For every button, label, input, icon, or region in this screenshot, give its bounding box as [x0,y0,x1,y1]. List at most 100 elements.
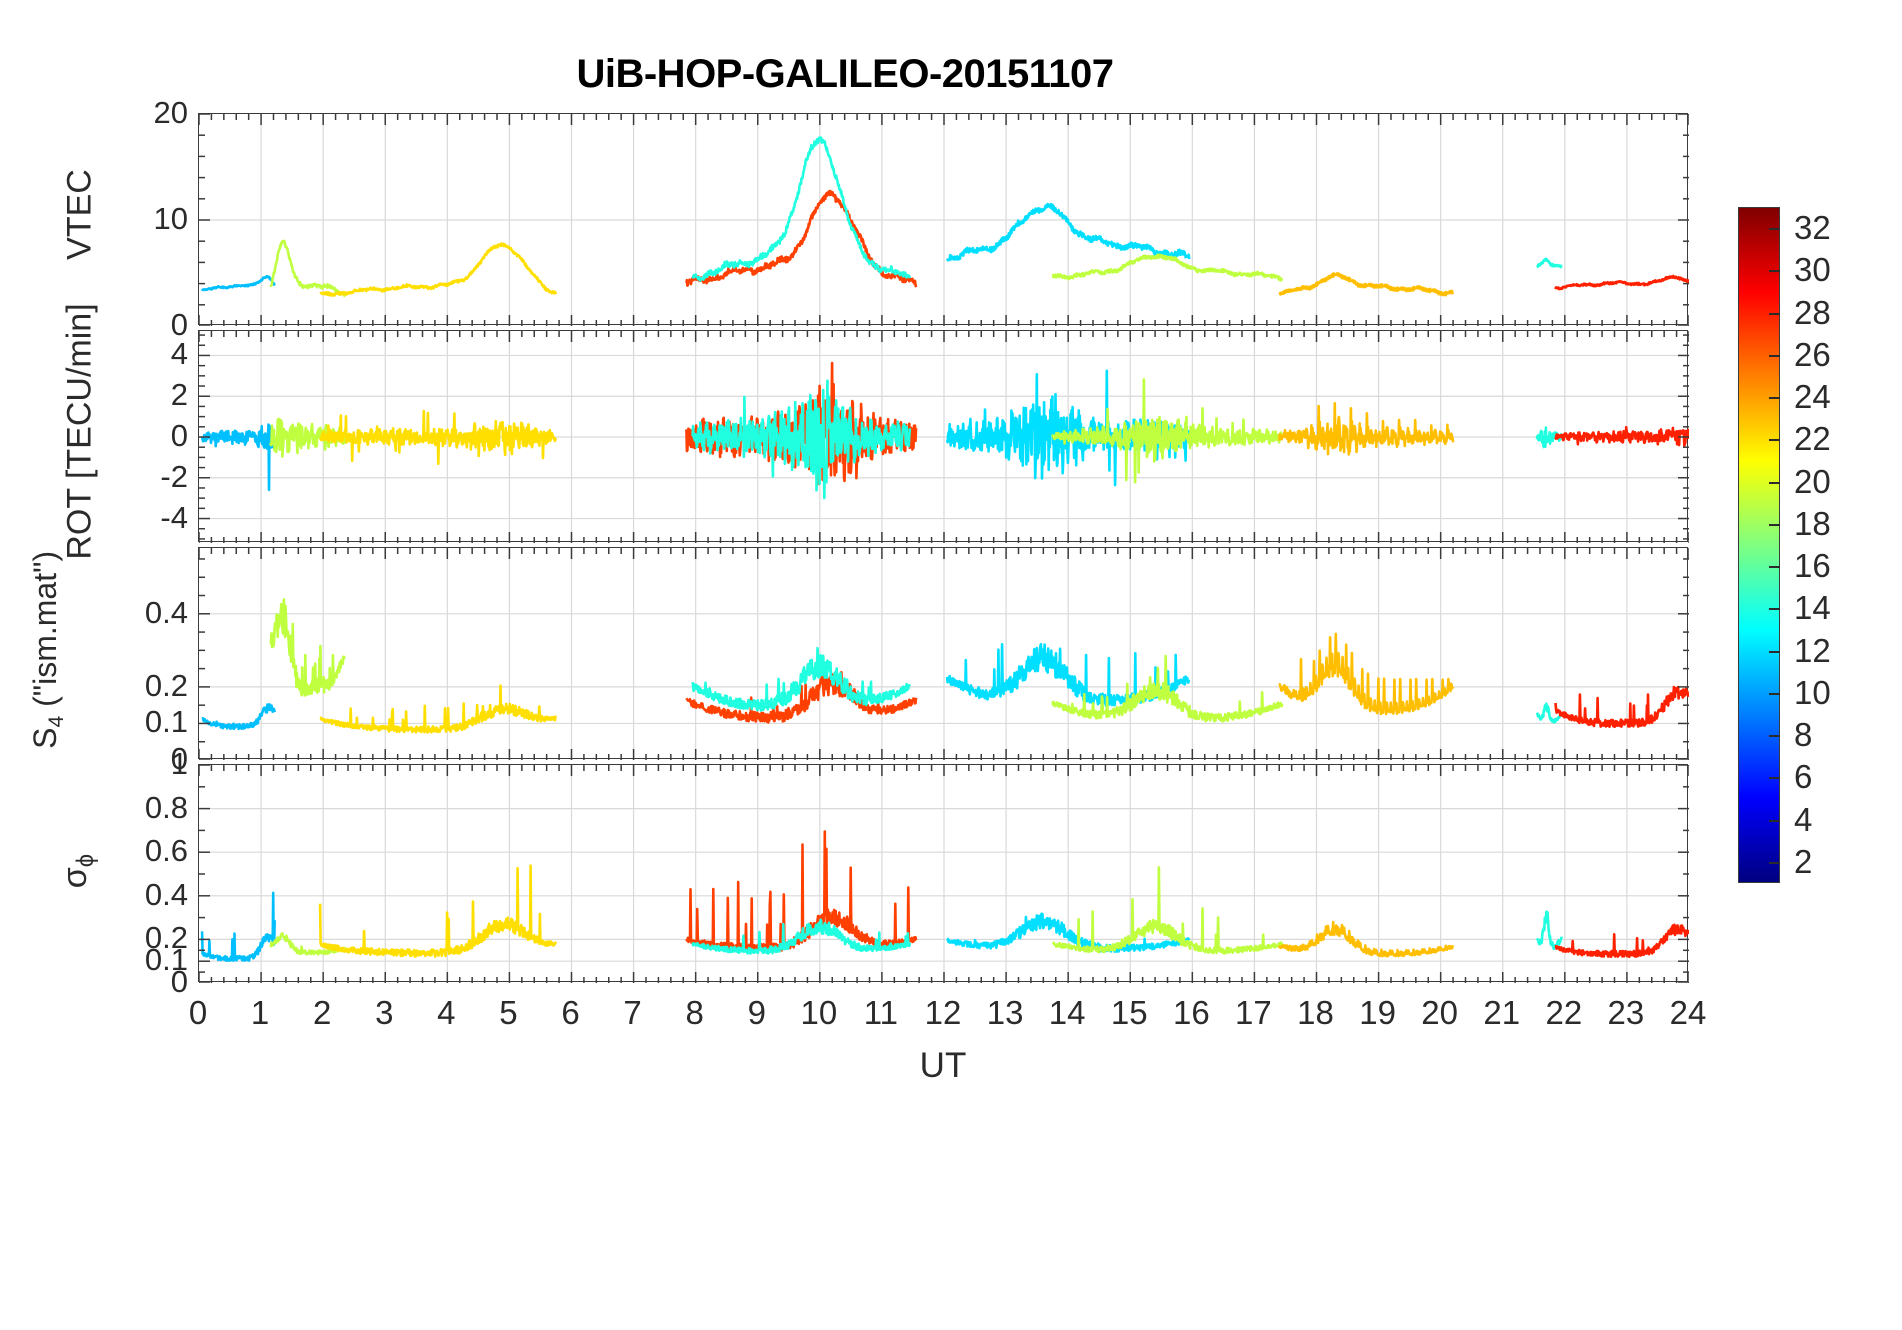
ytick-vtec-10: 10 [153,201,188,236]
colorbar-label-2: 2 [1794,842,1813,880]
ytick-rot-4: 4 [170,336,188,372]
series-prn-14 [1536,257,1563,269]
panel-s4 [198,547,1689,760]
series-prn-14 [691,379,912,500]
series-prn-11 [200,423,276,492]
series-prn-28 [1554,685,1689,729]
ylabel-sigma_phi: σϕ [55,853,100,889]
colorbar-tick-4 [1769,819,1780,822]
xtick-22: 22 [1545,994,1583,1031]
xtick-5: 5 [499,994,518,1031]
colorbar-tick-32 [1769,228,1780,231]
colorbar-tick-26 [1769,354,1780,357]
series-prn-23 [1278,920,1455,958]
series-prn-11 [200,274,276,292]
xtick-14: 14 [1048,994,1086,1031]
ytick-sigma_phi-1: 1 [170,746,188,781]
xtick-1: 1 [250,994,270,1031]
colorbar-label-8: 8 [1794,716,1813,754]
series-prn-23 [1278,402,1455,456]
xtick-4: 4 [437,994,456,1031]
panel-rot [198,330,1689,543]
xtick-19: 19 [1359,994,1396,1031]
colorbar-tick-18 [1769,523,1780,526]
colorbar-label-30: 30 [1794,251,1831,289]
colorbar-label-24: 24 [1794,378,1831,416]
xtick-23: 23 [1607,994,1645,1031]
series-prn-12 [946,912,1191,953]
colorbar-tick-2 [1769,861,1780,864]
series-prn-11 [200,891,276,962]
ytick-rot--2: -2 [160,458,188,494]
figure-title: UiB-HOP-GALILEO-20151107 [576,52,1114,96]
series-prn-22 [319,684,557,734]
colorbar-tick-10 [1769,692,1780,695]
ytick-sigma_phi-0.6: 0.6 [144,833,188,869]
panel-sigma_phi [198,764,1689,983]
colorbar-tick-16 [1769,566,1780,569]
series-prn-14 [1535,702,1563,724]
ytick-sigma_phi-0.1: 0.1 [144,942,188,978]
series-prn-19 [1051,866,1284,955]
series-prn-19 [269,239,347,298]
xtick-16: 16 [1172,994,1210,1031]
series-prn-19 [1051,378,1284,484]
xtick-9: 9 [747,994,766,1031]
xtick-15: 15 [1110,994,1148,1031]
colorbar [1738,207,1780,883]
ytick-sigma_phi-0: 0 [170,964,188,999]
xtick-3: 3 [375,994,394,1031]
ytick-s4-0.1: 0.1 [144,704,188,740]
series-prn-19 [1051,654,1284,723]
xtick-12: 12 [924,994,962,1031]
series-prn-14 [691,136,912,282]
colorbar-tick-14 [1769,608,1780,611]
colorbar-tick-12 [1769,650,1780,653]
colorbar-label-32: 32 [1794,209,1831,247]
x-axis-label: UT [919,1046,967,1085]
series-prn-23 [1278,272,1455,297]
colorbar-tick-20 [1769,481,1780,484]
colorbar-label-14: 14 [1794,589,1831,627]
series-prn-14 [691,918,912,955]
series-prn-11 [201,703,276,731]
xtick-6: 6 [561,994,580,1031]
xtick-17: 17 [1235,994,1272,1031]
ytick-s4-0.2: 0.2 [144,667,188,703]
series-prn-22 [318,409,557,465]
xtick-13: 13 [986,994,1024,1031]
colorbar-label-10: 10 [1794,673,1831,711]
xtick-11: 11 [863,994,899,1031]
series-prn-23 [1278,632,1455,716]
xtick-20: 20 [1421,994,1459,1031]
series-prn-28 [1554,923,1689,959]
ytick-rot-0: 0 [170,418,188,453]
ytick-s4-0: 0 [170,741,188,776]
xtick-8: 8 [685,994,704,1031]
series-prn-19 [269,598,346,697]
ytick-sigma_phi-0.8: 0.8 [144,789,188,825]
xtick-21: 21 [1483,994,1521,1031]
ytick-sigma_phi-0.4: 0.4 [144,876,188,912]
xtick-24: 24 [1669,994,1707,1031]
ytick-sigma_phi-0.2: 0.2 [144,920,188,956]
series-prn-27 [685,670,918,724]
xtick-0: 0 [188,994,208,1031]
series-prn-28 [1554,425,1689,447]
panel-vtec [198,113,1689,326]
series-prn-14 [691,646,912,712]
colorbar-tick-24 [1769,397,1780,400]
colorbar-label-26: 26 [1794,335,1831,373]
colorbar-label-28: 28 [1794,293,1831,331]
colorbar-tick-28 [1769,312,1780,315]
series-prn-22 [318,864,558,958]
ytick-rot-2: 2 [170,377,188,413]
colorbar-tick-30 [1769,270,1780,273]
colorbar-label-18: 18 [1794,504,1831,542]
ytick-vtec-20: 20 [153,95,188,130]
series-prn-12 [945,202,1191,262]
colorbar-label-22: 22 [1794,420,1831,458]
series-prn-22 [319,242,558,297]
series-prn-19 [269,932,346,956]
series-prn-28 [1554,274,1689,291]
